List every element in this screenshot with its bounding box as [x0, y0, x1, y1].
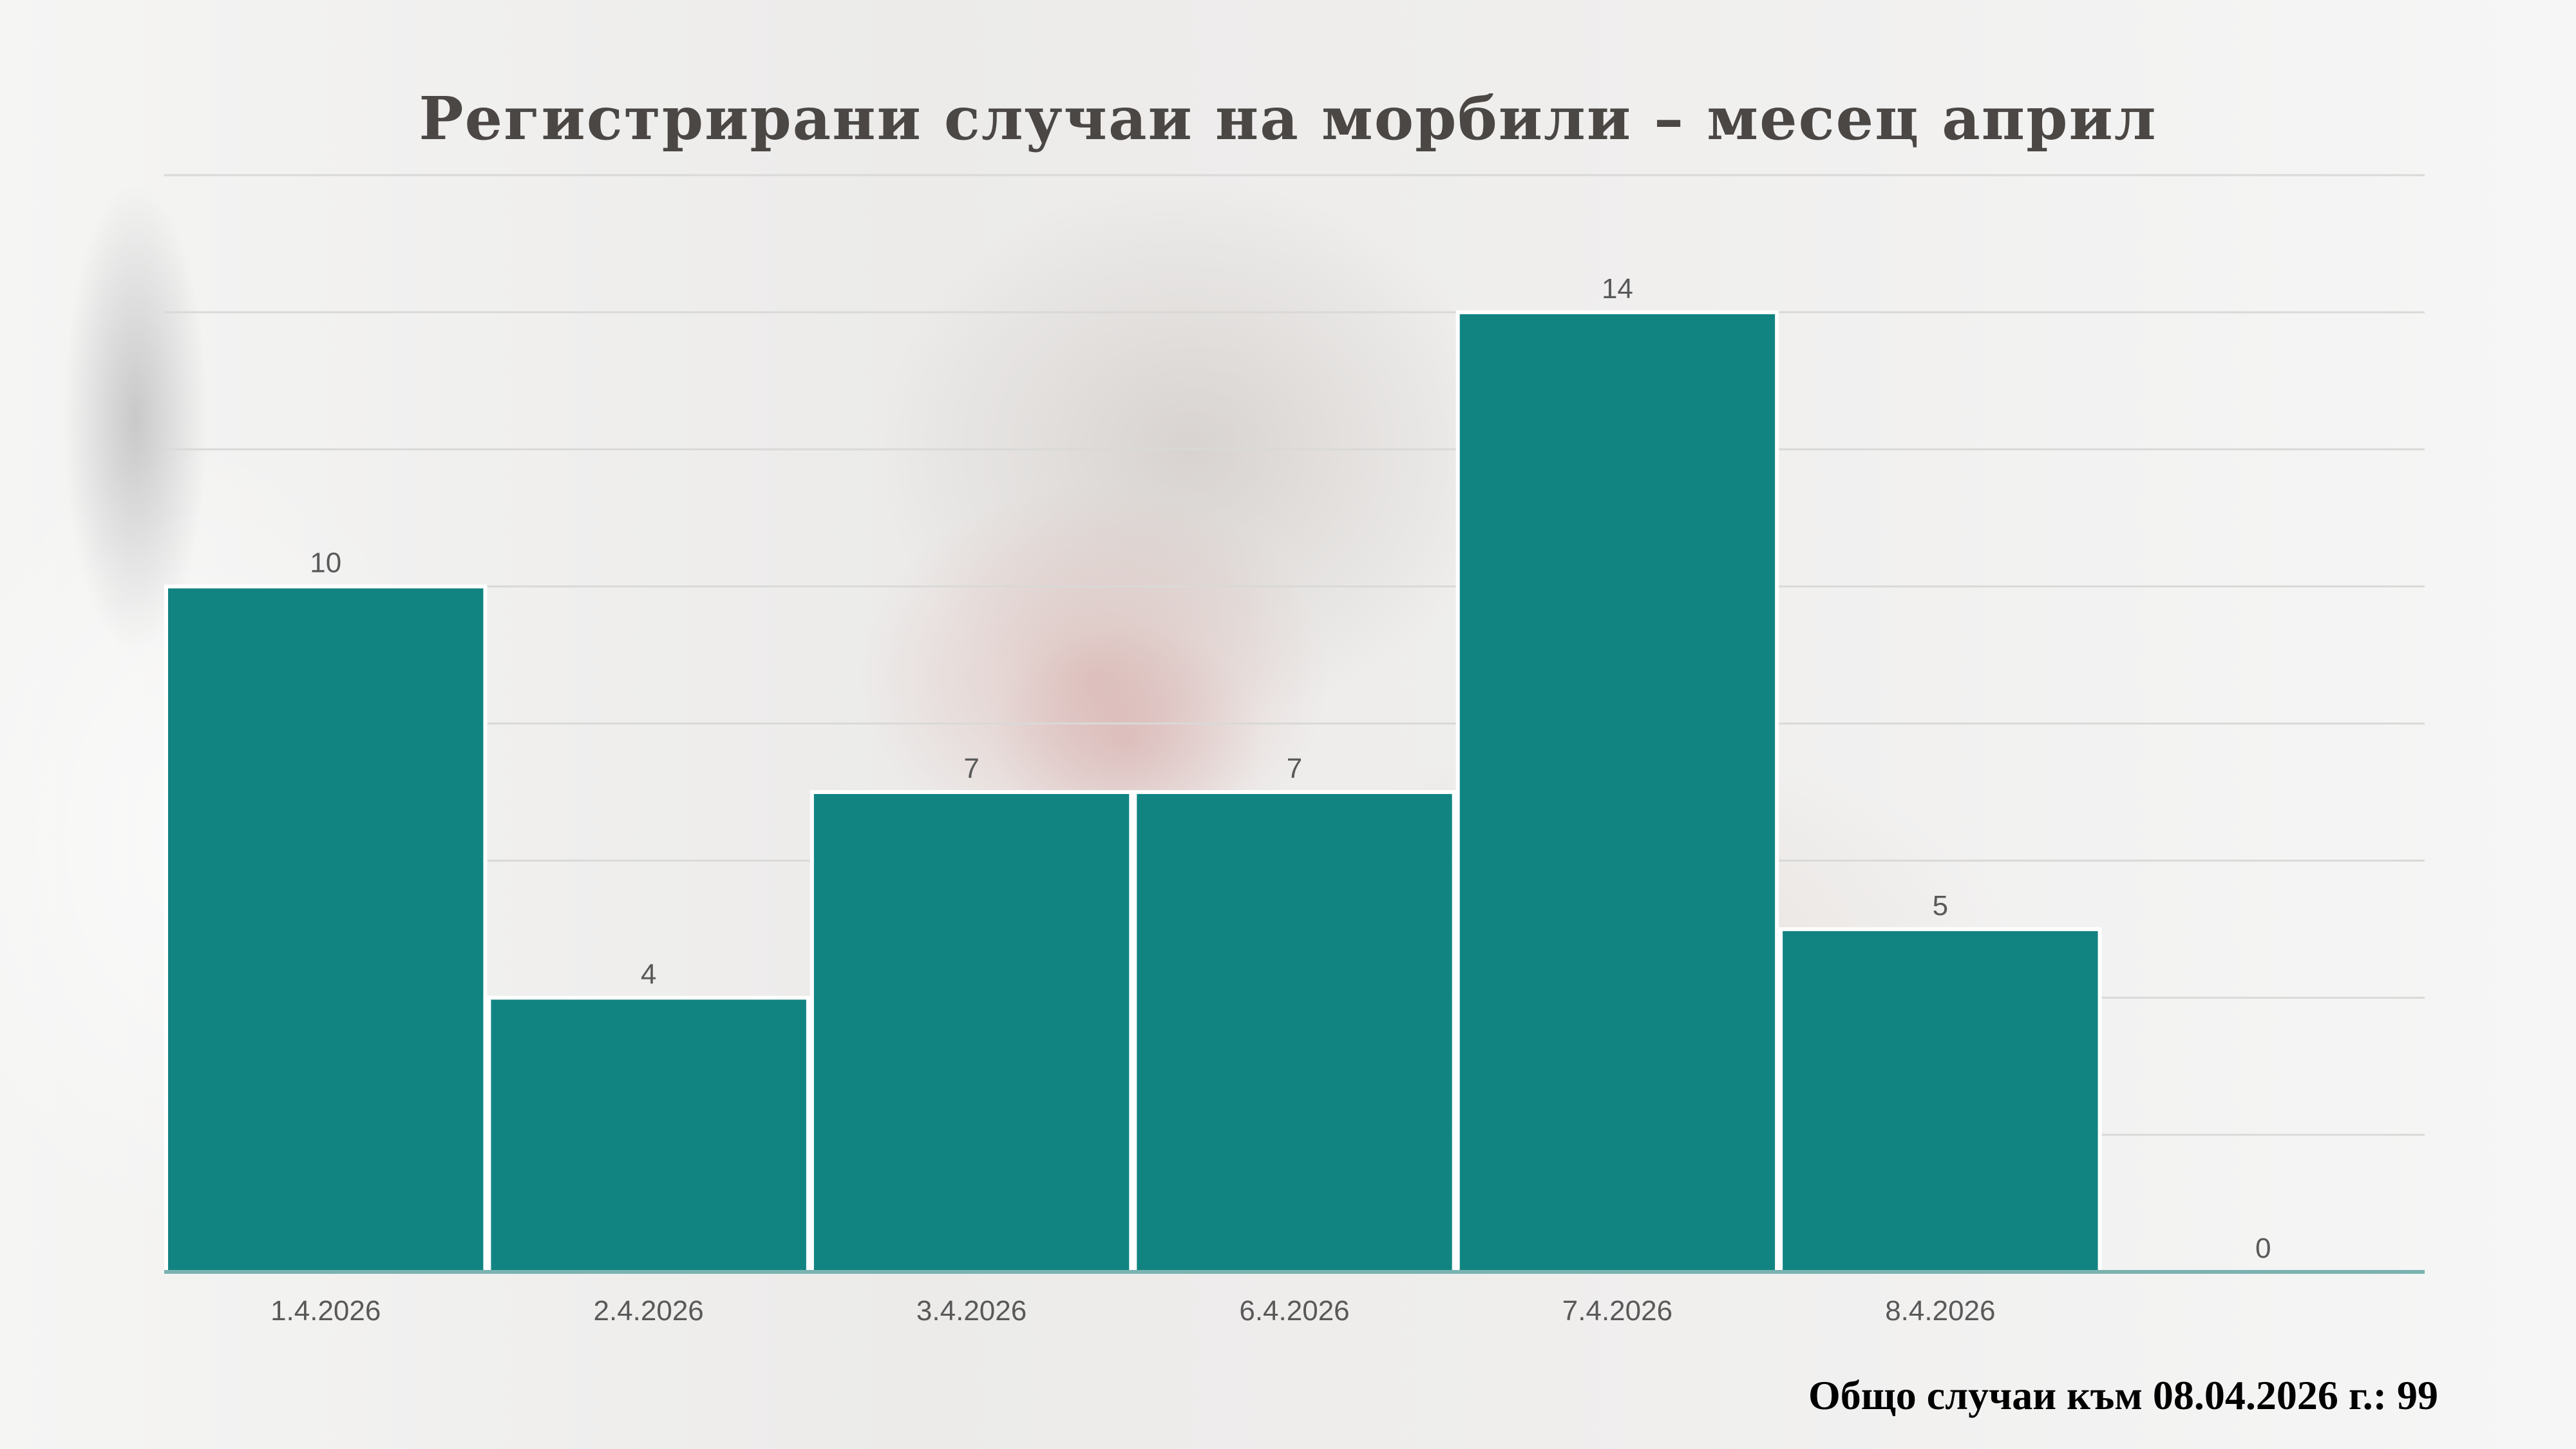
x-tick-label: 1.4.2026 — [270, 1295, 381, 1327]
data-label: 5 — [1933, 890, 1948, 922]
bar — [1779, 927, 2102, 1274]
data-label: 7 — [963, 753, 979, 784]
x-tick-label: 6.4.2026 — [1239, 1295, 1349, 1327]
bar — [487, 996, 810, 1274]
data-label: 4 — [641, 958, 656, 990]
data-labels: 10 4 7 7 14 5 0 — [310, 273, 2271, 1264]
x-tick-label: 8.4.2026 — [1885, 1295, 1995, 1327]
chart-title: Регистрирани случаи на морбили – месец а… — [419, 84, 2157, 153]
x-tick-label: 7.4.2026 — [1562, 1295, 1672, 1327]
data-label: 14 — [1602, 273, 1633, 305]
bar — [164, 584, 488, 1274]
bars — [164, 310, 2102, 1274]
x-tick-labels: 1.4.2026 2.4.2026 3.4.2026 6.4.2026 7.4.2026… — [270, 1295, 1995, 1327]
data-label: 0 — [2255, 1233, 2271, 1264]
bar — [1133, 790, 1456, 1274]
x-tick-label: 2.4.2026 — [594, 1295, 704, 1327]
bar — [810, 790, 1133, 1274]
x-tick-label: 3.4.2026 — [916, 1295, 1027, 1327]
data-label: 10 — [310, 547, 341, 579]
total-cases-note: Общо случаи към 08.04.2026 г.: 99 — [1808, 1372, 2438, 1418]
bar — [1455, 310, 1779, 1274]
data-label: 7 — [1287, 753, 1302, 784]
